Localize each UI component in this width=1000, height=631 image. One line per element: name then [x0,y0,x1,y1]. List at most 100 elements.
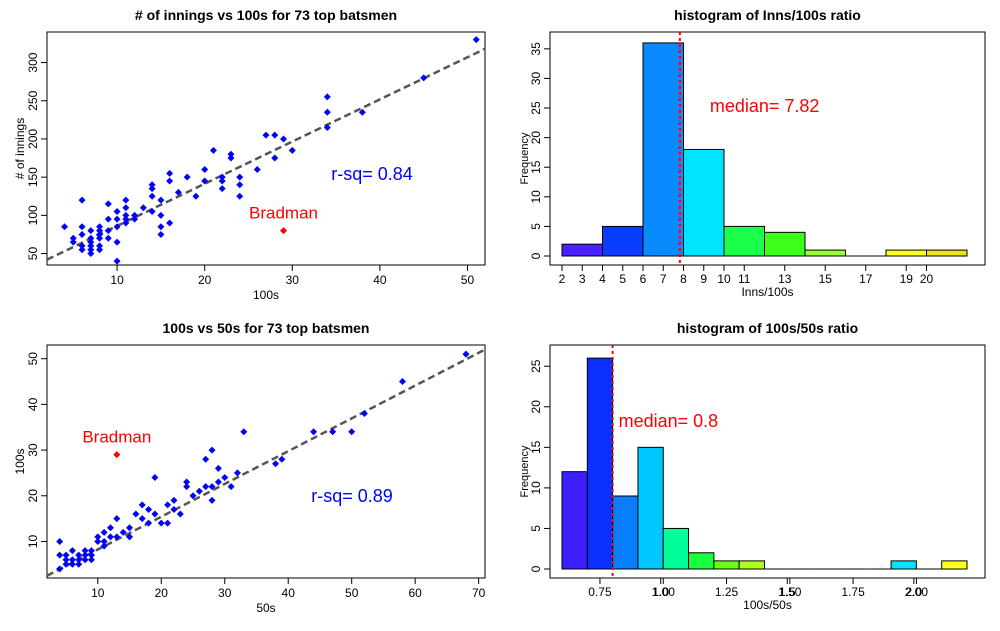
data-point [138,515,146,523]
data-point [139,204,147,212]
y-tick-label: 20 [529,131,543,145]
data-point [138,501,146,509]
data-point [87,246,95,254]
x-tick-label: 10 [717,272,731,286]
data-point [131,211,139,219]
histogram-panel-3: histogram of 100s/50s ratio 0 5 10 15 20 25 Fre… [519,320,986,612]
data-point [68,560,76,568]
data-point [151,473,159,481]
plot-frame [46,31,486,266]
data-point [208,483,216,491]
data-point [122,219,130,227]
data-point [157,223,165,231]
x-axis-label: 50s [256,601,275,615]
histogram-bar [642,42,684,257]
data-point [195,487,203,495]
data-point [420,74,428,82]
x-tick-label: 40 [373,273,387,287]
data-point [87,547,95,555]
data-point [323,123,331,131]
y-axis-label: Frequency [519,445,531,497]
x-tick-label: 1.5 [779,585,796,599]
histogram-bar [926,249,968,257]
data-point [75,556,83,564]
data-point [69,234,77,242]
histogram-bar [764,231,806,257]
y-tick-label: 5 [529,223,543,230]
data-point [233,469,241,477]
y-axis-label: # of innings [13,118,27,179]
data-point [236,181,244,189]
data-point [96,246,104,254]
histogram-bar [602,225,644,257]
data-point [214,464,222,472]
y-tick-label: 150 [26,167,40,187]
data-point [113,223,121,231]
x-tick-label: 4 [599,272,606,286]
histogram-bar [612,495,639,570]
data-point [218,177,226,185]
x-tick-label: 30 [286,273,300,287]
data-point [253,166,261,174]
data-point [208,446,216,454]
y-tick-label: 5 [529,525,543,532]
y-tick-label: 20 [529,400,543,414]
data-point [236,173,244,181]
data-point [262,131,270,139]
data-point [56,565,64,573]
data-point [183,173,191,181]
data-point [236,192,244,200]
histogram-bar [688,552,715,570]
plot-frame [549,344,986,579]
x-tick-label: 6 [640,272,647,286]
data-point [462,350,470,358]
highlight-point [280,227,288,235]
x-tick-label: 50 [461,273,475,287]
data-point [227,154,235,162]
histogram-bar [713,560,740,570]
x-tick-label: 9 [700,272,707,286]
data-point [113,215,121,223]
data-point [157,230,165,238]
data-point [78,196,86,204]
data-point [189,492,197,500]
y-tick-label: 10 [26,534,40,548]
x-tick-label: 30 [218,586,232,600]
data-point [100,537,108,545]
x-tick-label: 5 [619,272,626,286]
data-point [183,483,191,491]
data-point [78,242,86,250]
y-tick-label: 20 [26,489,40,503]
data-point [100,542,108,550]
data-point [214,478,222,486]
data-point [209,146,217,154]
data-point [166,177,174,185]
data-point [96,242,104,250]
y-tick-label: 25 [529,359,543,373]
data-point [75,551,83,559]
data-point [176,510,184,518]
data-point [221,473,229,481]
data-point [208,496,216,504]
x-tick-label: 11 [738,272,751,286]
y-tick-label: 50 [26,247,40,261]
data-point [96,223,104,231]
data-point [104,227,112,235]
x-tick-label: 50 [345,586,359,600]
x-axis-label: 100s [253,288,279,302]
data-point [94,533,102,541]
data-point [271,154,279,162]
data-point [170,496,178,504]
y-tick-label: 10 [529,190,543,204]
data-point [148,185,156,193]
x-tick-label: 10 [91,586,105,600]
data-point [126,524,134,532]
highlight-label: Bradman [249,204,318,223]
data-point [69,238,77,246]
data-point [96,230,104,238]
y-tick-label: 40 [26,397,40,411]
highlight-point [113,451,121,459]
data-point [288,146,296,154]
